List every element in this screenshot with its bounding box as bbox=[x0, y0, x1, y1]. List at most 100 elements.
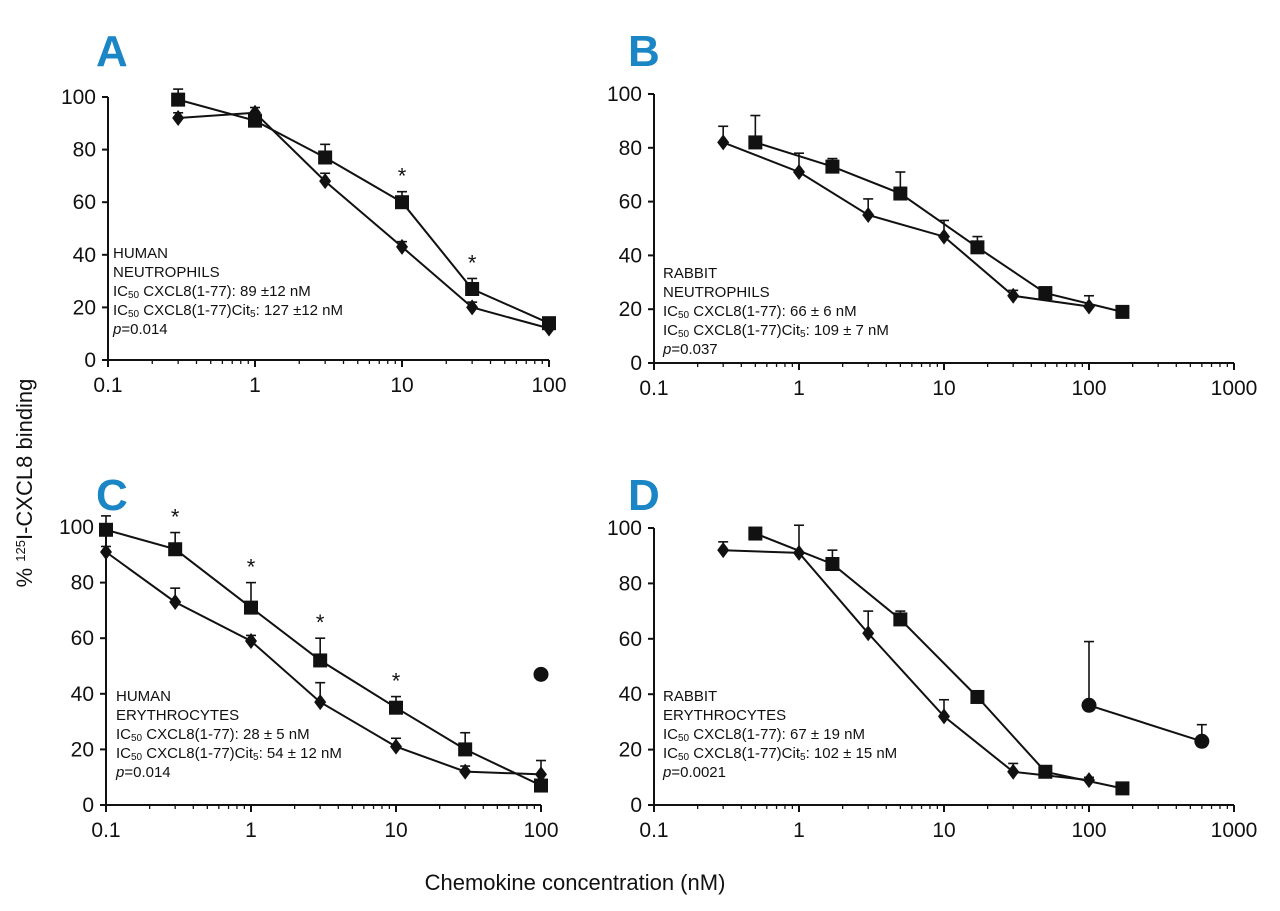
y-tick-label: 40 bbox=[73, 244, 96, 267]
data-point-square bbox=[248, 113, 262, 128]
panel-letter: A bbox=[96, 27, 128, 76]
annotation-ic50-cit: IC50 CXCL8(1-77)Cit5: 109 ± 7 nM bbox=[663, 322, 889, 340]
x-axis-title: Chemokine concentration (nM) bbox=[425, 870, 726, 895]
x-tick-label: 1 bbox=[793, 819, 805, 842]
p-label: p bbox=[662, 341, 671, 358]
ic-sub: 50 bbox=[678, 310, 690, 321]
data-point-diamond bbox=[314, 694, 327, 711]
data-point-diamond bbox=[100, 544, 112, 561]
ic-rest: CXCL8(1-77): 66 ± 6 nM bbox=[689, 303, 856, 320]
y-axis-title: % 125I-CXCL8 binding bbox=[12, 379, 37, 588]
data-point-circle bbox=[1194, 733, 1210, 749]
annotation-line2: NEUTROPHILS bbox=[113, 264, 220, 281]
data-point-diamond bbox=[245, 632, 257, 649]
ic-rest: : 127 ±12 nM bbox=[256, 302, 343, 319]
significance-star: * bbox=[398, 164, 407, 189]
y-tick-label: 60 bbox=[619, 628, 642, 651]
ic-sub2: 5 bbox=[800, 752, 806, 763]
annotation-ic50-native: IC50 CXCL8(1-77): 89 ±12 nM bbox=[113, 283, 311, 301]
x-tick-label: 10 bbox=[384, 819, 407, 842]
p-rest: =0.0021 bbox=[671, 764, 726, 781]
x-tick-label: 1 bbox=[793, 377, 805, 400]
panel-letter: B bbox=[628, 27, 660, 76]
data-point-diamond bbox=[1083, 772, 1095, 789]
data-point-diamond bbox=[319, 173, 332, 190]
y-tick-label: 40 bbox=[71, 683, 94, 706]
y-tick-label: 100 bbox=[607, 517, 642, 540]
ic-mid: CXCL8(1-77)Cit bbox=[142, 745, 254, 762]
data-point-diamond bbox=[938, 228, 950, 245]
ic-mid: CXCL8(1-77)Cit bbox=[139, 302, 251, 319]
ic-rest: CXCL8(1-77): 28 ± 5 nM bbox=[142, 726, 309, 743]
x-tick-label: 100 bbox=[523, 819, 558, 842]
data-point-diamond bbox=[172, 110, 185, 127]
data-point-square bbox=[395, 195, 409, 210]
series-diamond bbox=[717, 524, 1095, 789]
x-tick-label: 10 bbox=[932, 819, 955, 842]
x-tick-label: 100 bbox=[1071, 377, 1106, 400]
data-point-square bbox=[893, 186, 908, 201]
y-tick-label: 20 bbox=[619, 298, 642, 321]
series-square bbox=[748, 526, 1130, 796]
data-point-diamond bbox=[717, 134, 730, 151]
annotation-p-value: p=0.0021 bbox=[662, 764, 726, 781]
y-tick-label: 80 bbox=[619, 137, 642, 160]
ic-label: IC bbox=[116, 726, 131, 743]
ic-rest: CXCL8(1-77): 67 ± 19 nM bbox=[689, 726, 865, 743]
x-tick-label: 1000 bbox=[1211, 377, 1258, 400]
panel-c: C 0 20 40 60 80 100 0.1 1 10 100 * * * * HUMAN ERYTHROCY… bbox=[59, 471, 559, 842]
data-point-square bbox=[970, 240, 985, 255]
significance-star: * bbox=[316, 610, 325, 635]
ic-label: IC bbox=[663, 303, 678, 320]
y-tick-label: 100 bbox=[607, 83, 642, 106]
annotation-line2: ERYTHROCYTES bbox=[116, 707, 239, 724]
data-point-square bbox=[389, 700, 403, 715]
ic-sub2: 5 bbox=[253, 752, 259, 763]
y-tick-label: 60 bbox=[619, 191, 642, 214]
ic-sub: 50 bbox=[678, 733, 690, 744]
data-point-diamond bbox=[717, 542, 730, 559]
x-tick-label: 0.1 bbox=[93, 374, 122, 397]
ic-sub: 50 bbox=[678, 329, 690, 340]
y-tick-label: 20 bbox=[71, 738, 94, 761]
x-tick-label: 0.1 bbox=[91, 819, 120, 842]
p-rest: =0.014 bbox=[124, 764, 170, 781]
data-point-diamond bbox=[793, 164, 805, 181]
ic-label: IC bbox=[663, 322, 678, 339]
ic-rest: : 102 ± 15 nM bbox=[806, 745, 898, 762]
ic-sub2: 5 bbox=[250, 309, 256, 320]
data-point-diamond bbox=[862, 625, 875, 642]
panel-letter: C bbox=[96, 471, 128, 520]
data-point-square bbox=[1038, 286, 1053, 301]
significance-star: * bbox=[468, 250, 477, 275]
y-tick-label: 80 bbox=[619, 572, 642, 595]
annotation-ic50-native: IC50 CXCL8(1-77): 66 ± 6 nM bbox=[663, 303, 857, 321]
ic-label: IC bbox=[116, 745, 131, 762]
data-point-square bbox=[748, 526, 763, 541]
series-line bbox=[178, 111, 550, 330]
x-tick-label: 1000 bbox=[1211, 819, 1258, 842]
panel-b: B 0 20 40 60 80 100 0.1 1 10 100 1000 RABBIT NEUTROPH… bbox=[607, 27, 1257, 400]
data-point-square bbox=[318, 150, 333, 165]
data-point-square bbox=[99, 522, 113, 537]
y-tick-label: 100 bbox=[59, 516, 94, 539]
data-point-circle bbox=[1081, 697, 1097, 713]
series-diamond bbox=[100, 544, 547, 783]
x-tick-label: 0.1 bbox=[639, 819, 668, 842]
series-circle bbox=[533, 666, 549, 682]
y-tick-label: 40 bbox=[619, 244, 642, 267]
panel-letter: D bbox=[628, 471, 660, 520]
data-point-diamond bbox=[1007, 287, 1020, 304]
annotation-line2: ERYTHROCYTES bbox=[663, 707, 786, 724]
y-tick-label: 20 bbox=[73, 296, 96, 319]
significance-star: * bbox=[392, 669, 401, 694]
data-point-diamond bbox=[169, 594, 182, 611]
series-line bbox=[177, 98, 550, 325]
data-point-square bbox=[1038, 764, 1053, 779]
series-diamond bbox=[717, 125, 1095, 315]
y-tick-label: 20 bbox=[619, 739, 642, 762]
annotation-ic50-native: IC50 CXCL8(1-77): 28 ± 5 nM bbox=[116, 726, 310, 744]
data-point-square bbox=[458, 742, 473, 757]
ic-sub: 50 bbox=[678, 752, 690, 763]
